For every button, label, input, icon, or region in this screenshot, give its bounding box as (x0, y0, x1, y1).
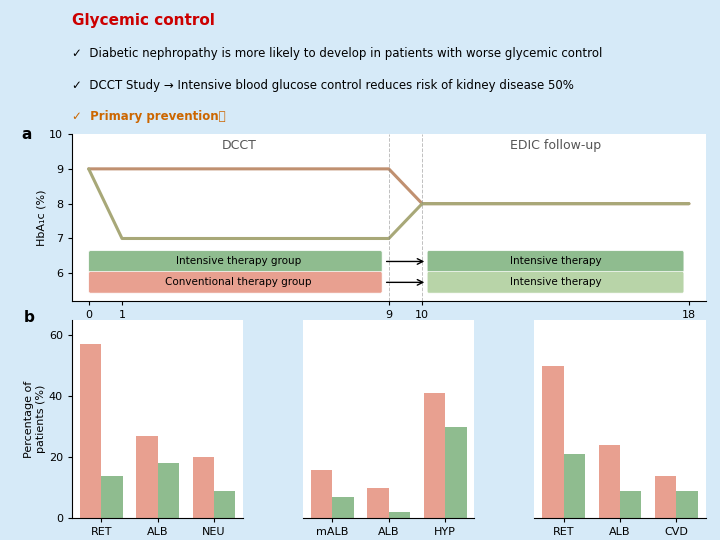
Bar (311, 470, 333, 518)
Text: Intensive therapy group: Intensive therapy group (176, 256, 302, 266)
Text: Glycemic control: Glycemic control (72, 13, 215, 28)
Text: b: b (24, 310, 35, 325)
Bar (214, 491, 235, 518)
Bar (445, 427, 467, 518)
FancyBboxPatch shape (89, 272, 382, 293)
Bar (389, 512, 410, 518)
Text: Intensive therapy: Intensive therapy (510, 256, 601, 266)
Bar (676, 491, 698, 518)
Text: Intensive therapy: Intensive therapy (510, 278, 601, 287)
Text: DCCT: DCCT (221, 139, 256, 152)
Text: EDIC follow-up: EDIC follow-up (510, 139, 601, 152)
Bar (655, 476, 676, 518)
Text: a: a (22, 127, 32, 143)
Text: ✓  Diabetic nephropathy is more likely to develop in patients with worse glycemi: ✓ Diabetic nephropathy is more likely to… (72, 48, 603, 60)
Text: ✓  Primary prevention：: ✓ Primary prevention： (72, 110, 225, 123)
Bar (542, 366, 564, 518)
Text: Conventional therapy group: Conventional therapy group (166, 278, 312, 287)
Bar (367, 488, 389, 518)
Bar (158, 463, 179, 518)
Y-axis label: HbA₁c (%): HbA₁c (%) (36, 190, 46, 246)
FancyBboxPatch shape (89, 251, 382, 272)
Bar (80, 345, 102, 518)
Bar (136, 436, 158, 518)
X-axis label: Time (years): Time (years) (354, 322, 424, 332)
Bar (620, 491, 642, 518)
FancyBboxPatch shape (427, 251, 684, 272)
Text: ✓  DCCT Study → Intensive blood glucose control reduces risk of kidney disease 5: ✓ DCCT Study → Intensive blood glucose c… (72, 79, 574, 92)
Bar (598, 445, 620, 518)
FancyBboxPatch shape (427, 272, 684, 293)
Bar (192, 457, 214, 518)
Bar (102, 476, 122, 518)
Y-axis label: Percentage of
patients (%): Percentage of patients (%) (24, 381, 46, 458)
Bar (333, 497, 354, 518)
Bar (564, 454, 585, 518)
Bar (424, 393, 445, 518)
